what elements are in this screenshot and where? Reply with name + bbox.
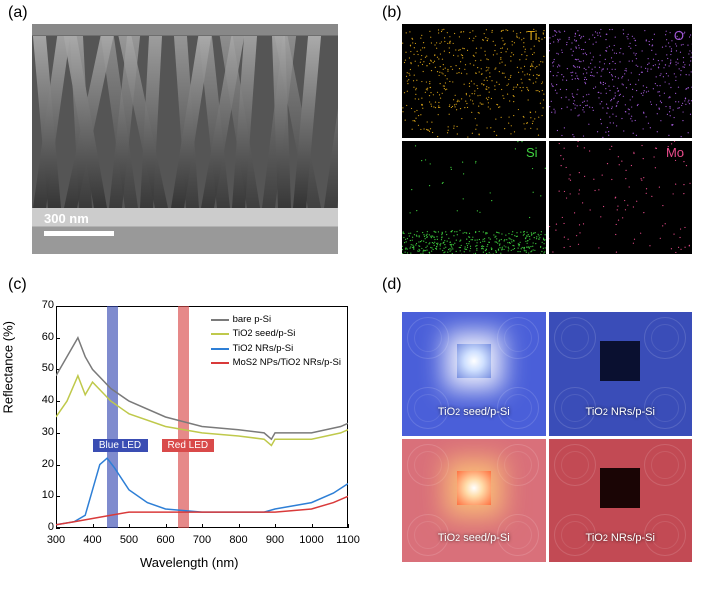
blue-led-label: Blue LED: [93, 439, 148, 452]
photo-grid: TiO2 seed/p-SiTiO2 NRs/p-SiTiO2 seed/p-S…: [402, 312, 692, 562]
legend-item: TiO2 NRs/p-Si: [211, 342, 341, 356]
eds-label: Ti: [527, 28, 537, 43]
eds-map-o: O: [549, 24, 693, 138]
tem-image: 300 nm: [32, 24, 338, 254]
y-axis-label: Reflectance (%): [1, 321, 16, 413]
sample-square: [457, 344, 491, 378]
y-tick: 40: [40, 394, 54, 406]
y-tick: 30: [40, 426, 54, 438]
x-tick: 500: [114, 534, 144, 546]
legend-item: MoS2 NPs/TiO2 NRs/p-Si: [211, 356, 341, 370]
blue-led-band: [107, 306, 118, 528]
eds-map-ti: Ti: [402, 24, 546, 138]
legend: bare p-SiTiO2 seed/p-SiTiO2 NRs/p-SiMoS2…: [211, 313, 341, 370]
y-tick: 10: [40, 489, 54, 501]
x-tick: 400: [78, 534, 108, 546]
y-tick: 20: [40, 458, 54, 470]
red-led-label: Red LED: [162, 439, 214, 452]
x-tick: 700: [187, 534, 217, 546]
x-tick: 300: [41, 534, 71, 546]
sample-square: [600, 468, 640, 508]
panel-a-label: (a): [8, 4, 28, 22]
photo-label: TiO2 seed/p-Si: [402, 406, 546, 418]
plot-area: bare p-SiTiO2 seed/p-SiTiO2 NRs/p-SiMoS2…: [56, 306, 348, 528]
photo-label: TiO2 NRs/p-Si: [549, 406, 693, 418]
eds-map-mo: Mo: [549, 141, 693, 255]
sample-square: [600, 341, 640, 381]
x-tick: 1000: [297, 534, 327, 546]
sample-square: [457, 471, 491, 505]
panel-d-label: (d): [382, 276, 402, 294]
photo-label: TiO2 seed/p-Si: [402, 532, 546, 544]
photo-seed_red: TiO2 seed/p-Si: [402, 439, 546, 563]
photo-label: TiO2 NRs/p-Si: [549, 532, 693, 544]
photo-seed_blue: TiO2 seed/p-Si: [402, 312, 546, 436]
reflectance-chart: bare p-SiTiO2 seed/p-SiTiO2 NRs/p-SiMoS2…: [10, 296, 360, 576]
x-tick: 900: [260, 534, 290, 546]
red-led-band: [178, 306, 189, 528]
x-tick: 600: [151, 534, 181, 546]
legend-item: TiO2 seed/p-Si: [211, 327, 341, 341]
photo-nr_red: TiO2 NRs/p-Si: [549, 439, 693, 563]
x-tick: 1100: [333, 534, 363, 546]
y-tick: 70: [40, 299, 54, 311]
legend-item: bare p-Si: [211, 313, 341, 327]
x-tick: 800: [224, 534, 254, 546]
eds-label: Si: [526, 145, 538, 160]
eds-label: Mo: [666, 145, 684, 160]
photo-nr_blue: TiO2 NRs/p-Si: [549, 312, 693, 436]
panel-b-label: (b): [382, 4, 402, 22]
y-tick: 0: [40, 521, 54, 533]
x-axis-label: Wavelength (nm): [140, 555, 239, 570]
y-tick: 60: [40, 331, 54, 343]
panel-c-label: (c): [8, 276, 27, 294]
scale-text: 300 nm: [44, 211, 89, 226]
y-tick: 50: [40, 362, 54, 374]
nanorods: [32, 36, 338, 208]
eds-map-si: Si: [402, 141, 546, 255]
eds-label: O: [674, 28, 684, 43]
scale-bar: [44, 231, 114, 236]
eds-map-grid: Ti O Si Mo: [402, 24, 692, 254]
